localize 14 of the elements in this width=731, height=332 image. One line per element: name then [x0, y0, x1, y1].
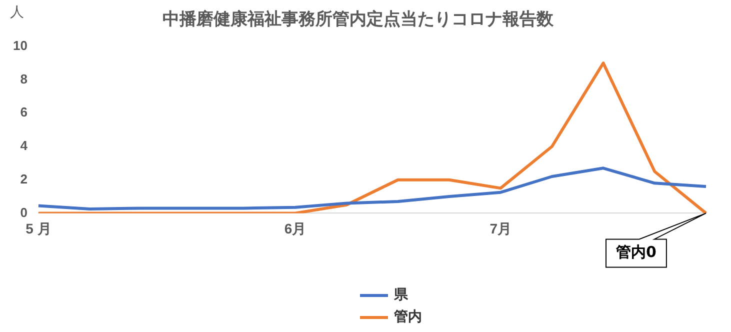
y-tick-label: 6 [20, 104, 28, 120]
y-tick-label: 0 [20, 204, 28, 220]
x-tick-label: 5 月 [26, 220, 52, 236]
legend-label: 管内 [394, 308, 422, 326]
y-tick-label: 4 [20, 138, 28, 154]
x-tick-label: 6月 [284, 220, 306, 236]
y-axis-title: 人 [10, 4, 24, 21]
chart-title: 中播磨健康福祉事務所管内定点当たりコロナ報告数 [162, 10, 554, 30]
y-tick-label: 8 [20, 71, 28, 86]
y-tick-label: 10 [12, 38, 28, 53]
x-tick-label: 7月 [490, 220, 512, 236]
text: 管内0 [615, 243, 656, 262]
y-tick-label: 2 [20, 171, 28, 186]
legend-label: 県 [394, 286, 408, 304]
